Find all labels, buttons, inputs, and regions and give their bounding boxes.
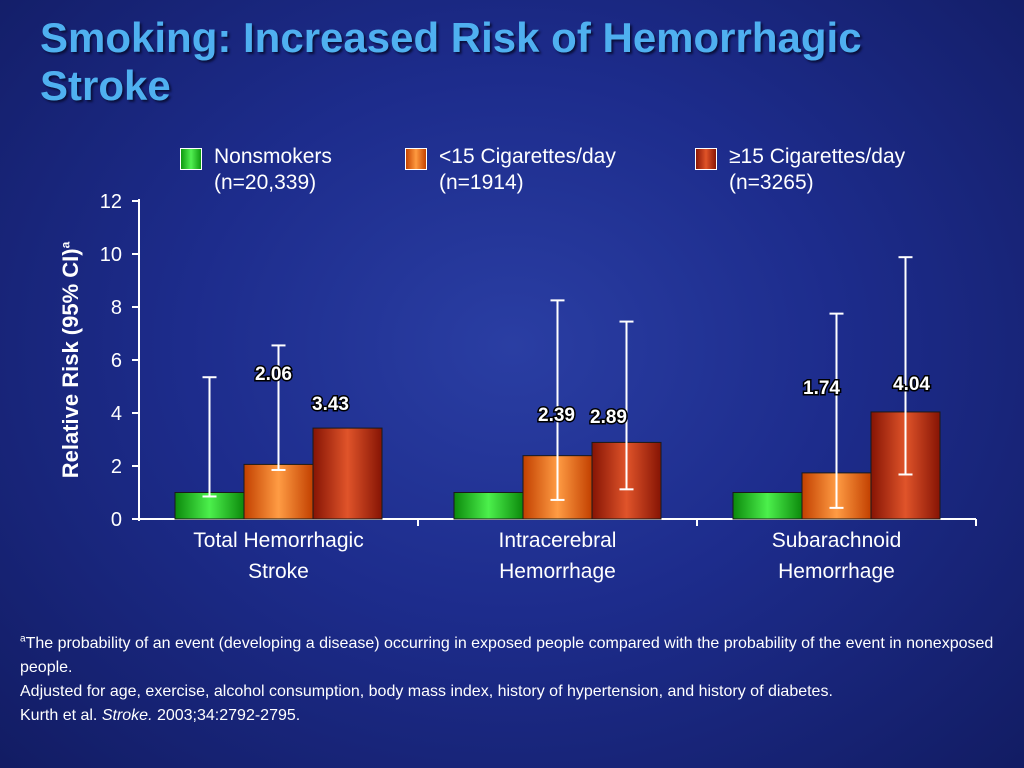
data-label-2-2: 4.04 — [893, 374, 930, 395]
data-label-1-2: 1.74 — [803, 378, 840, 399]
bar-0-2 — [732, 492, 803, 520]
legend-count-nonsmokers: (n=20,339) — [214, 171, 317, 194]
x-category-label-0-1: Stroke — [248, 560, 309, 583]
x-category-label-2-1: Hemorrhage — [778, 560, 895, 583]
data-label-1-1: 2.39 — [538, 405, 575, 426]
data-label-1-0: 2.06 — [255, 364, 292, 385]
bar-1-0 — [243, 463, 314, 520]
bar-0-1 — [453, 492, 524, 520]
legend-count-ge15: (n=3265) — [729, 171, 814, 194]
footnote-citation: Kurth et al. Stroke. 2003;34:2792-2795. — [20, 707, 301, 724]
data-label-2-1: 2.89 — [590, 407, 627, 428]
y-tick-label-2: 2 — [111, 456, 122, 478]
legend-label-nonsmokers: Nonsmokers — [214, 145, 332, 168]
y-tick-label-12: 12 — [100, 191, 122, 213]
y-tick-label-10: 10 — [100, 244, 122, 266]
y-tick-label-4: 4 — [111, 403, 122, 425]
legend-label-ge15: ≥15 Cigarettes/day — [729, 145, 906, 168]
bar-chart: 0 2 4 6 8 10 12 Total Hemorrhagic Stroke Intracer… — [100, 191, 941, 583]
legend-label-lt15: <15 Cigarettes/day — [439, 145, 616, 168]
footnote-adjustment: Adjusted for age, exercise, alcohol cons… — [20, 683, 833, 700]
y-tick-label-6: 6 — [111, 350, 122, 372]
legend-swatch-ge15 — [695, 148, 717, 170]
x-category-label-0-0: Total Hemorrhagic — [193, 529, 363, 552]
slide-title: Smoking: Increased Risk of Hemorrhagic S… — [40, 14, 862, 109]
legend-swatch-nonsmokers — [180, 148, 202, 170]
bar-2-0 — [312, 427, 383, 520]
data-label-2-0: 3.43 — [312, 394, 349, 415]
y-tick-label-8: 8 — [111, 297, 122, 319]
legend-item-lt15: <15 Cigarettes/day (n=1914) — [405, 144, 616, 196]
y-tick-label-0: 0 — [111, 509, 122, 531]
legend-item-ge15: ≥15 Cigarettes/day (n=3265) — [695, 144, 905, 196]
footnotes: aThe probability of an event (developing… — [20, 632, 1000, 728]
x-category-label-1-1: Hemorrhage — [499, 560, 616, 583]
footnote-definition: aThe probability of an event (developing… — [20, 633, 994, 676]
legend-swatch-lt15 — [405, 148, 427, 170]
x-category-label-2-0: Subarachnoid — [772, 529, 902, 552]
legend-count-lt15: (n=1914) — [439, 171, 524, 194]
x-category-label-1-0: Intracerebral — [499, 529, 617, 552]
legend-item-nonsmokers: Nonsmokers (n=20,339) — [180, 144, 332, 196]
